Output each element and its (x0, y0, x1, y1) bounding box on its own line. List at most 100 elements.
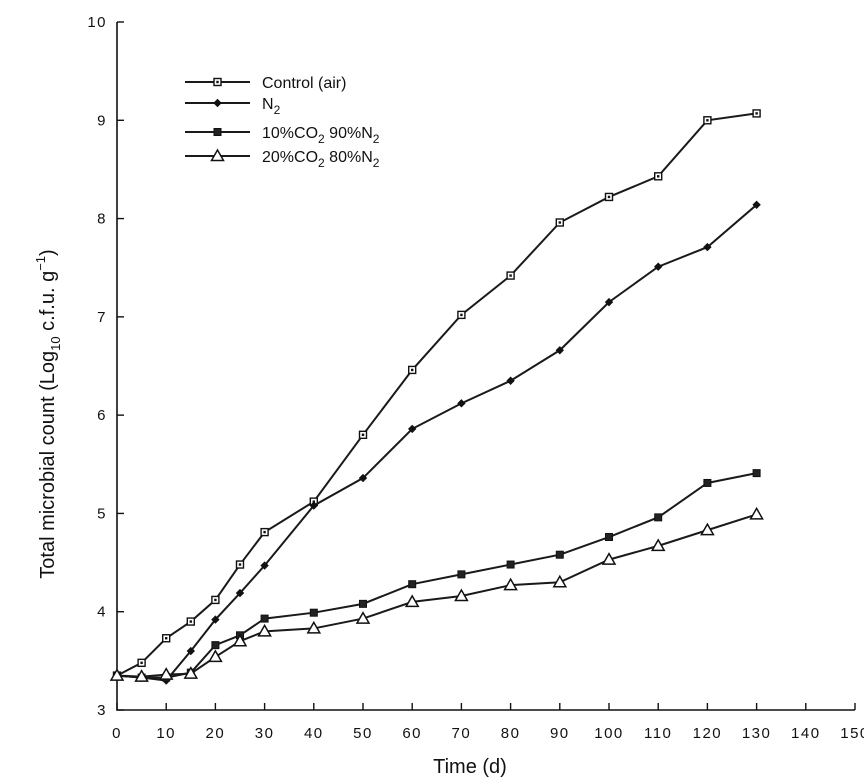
y-axis-title-end: ) (37, 249, 59, 256)
legend-item: N2 (185, 96, 281, 117)
legend-label-text: N (262, 96, 274, 113)
data-point (408, 424, 417, 434)
y-tick-label: 4 (97, 604, 107, 621)
data-point (158, 667, 174, 680)
legend-marker-dot (216, 80, 219, 84)
data-point (752, 200, 761, 210)
y-tick-label: 8 (97, 211, 107, 228)
y-tick-label: 3 (97, 702, 107, 719)
x-tick-label: 0 (112, 725, 122, 742)
x-tick-label: 20 (206, 725, 226, 742)
x-tick-label: 150 (840, 725, 864, 742)
data-point (183, 666, 199, 679)
x-tick-label: 140 (791, 725, 821, 742)
x-axis: 0 10 20 30 40 50 60 70 80 90 100 110 120 130 140 150 (112, 703, 864, 742)
data-point-dot (558, 221, 561, 224)
data-point-dot (509, 274, 512, 277)
legend-label-text: 20%CO (262, 149, 318, 166)
data-point (654, 262, 663, 271)
series-3 (113, 469, 761, 682)
data-point (703, 478, 712, 487)
data-point (358, 473, 368, 483)
legend-label: 20%CO2 80%N2 (262, 149, 380, 170)
legend-label-sub: 2 (318, 132, 325, 146)
data-point (260, 614, 269, 623)
legend-label-sub2: 2 (373, 156, 380, 170)
data-point (359, 599, 367, 608)
data-point (211, 641, 220, 650)
legend-label-mid: 80%N (325, 149, 373, 166)
series-line (116, 204, 758, 682)
y-axis: 3 4 5 6 7 8 9 10 (87, 14, 124, 719)
legend-marker (213, 128, 222, 136)
data-point (650, 538, 666, 552)
data-point-dot (238, 563, 242, 566)
y-tick-label: 10 (87, 14, 107, 31)
data-point (309, 608, 318, 617)
data-point (454, 588, 469, 602)
y-axis-title: Total microbial count (Log10 c.f.u. g−1) (33, 249, 63, 578)
data-point (355, 611, 371, 624)
series-group (109, 109, 764, 685)
legend-label-text: Control (air) (262, 75, 346, 92)
x-tick-label: 40 (304, 725, 324, 742)
x-tick-label: 10 (156, 725, 176, 742)
data-point-dot (460, 313, 463, 317)
legend-label-text: 10%CO (262, 125, 318, 142)
data-point (232, 633, 248, 647)
data-point (306, 620, 322, 634)
series-line (116, 112, 757, 677)
data-point (309, 501, 318, 510)
x-tick-label: 90 (550, 725, 570, 742)
data-point (408, 580, 417, 589)
data-point (186, 646, 195, 656)
data-point-dot (411, 368, 414, 372)
data-point (654, 513, 663, 522)
x-tick-label: 70 (452, 725, 472, 742)
series-line (116, 513, 757, 678)
legend-item: 20%CO2 80%N2 (185, 148, 380, 170)
legend-label-mid: 90%N (325, 125, 373, 142)
data-point-dot (361, 433, 365, 436)
y-tick-label: 7 (97, 309, 107, 326)
x-tick-label: 30 (255, 725, 275, 742)
data-point (555, 550, 564, 559)
data-point-dot (657, 175, 660, 178)
legend-label-sub: 2 (274, 103, 281, 117)
x-tick-label: 130 (742, 725, 772, 742)
data-point (703, 242, 712, 252)
data-point (404, 594, 420, 608)
data-point (749, 506, 764, 520)
data-point (109, 668, 125, 681)
data-point (555, 346, 564, 355)
legend-label: 10%CO2 90%N2 (262, 125, 380, 146)
data-point (257, 623, 272, 637)
series-4 (109, 506, 764, 682)
x-tick-label: 60 (402, 725, 422, 742)
y-axis-title-mid: c.f.u. g (37, 271, 59, 337)
data-point-dot (189, 620, 192, 623)
series-2 (112, 200, 761, 685)
data-point (506, 560, 515, 569)
legend-label: N2 (262, 96, 281, 117)
data-point (208, 649, 223, 663)
data-point (604, 297, 614, 307)
legend-marker (213, 98, 222, 108)
x-tick-label: 120 (693, 725, 723, 742)
data-point (457, 570, 466, 579)
legend-item: Control (air) (185, 75, 346, 92)
data-point (752, 469, 761, 478)
data-point (506, 376, 515, 385)
y-axis-title-sub: 10 (48, 336, 63, 350)
y-tick-label: 9 (97, 112, 107, 129)
data-point (235, 588, 245, 598)
data-point-dot (607, 195, 611, 199)
data-point-dot (165, 637, 168, 640)
data-point (503, 577, 518, 591)
y-axis-title-sup: −1 (33, 256, 48, 271)
data-point (605, 533, 613, 542)
data-point (700, 522, 715, 536)
data-point-dot (214, 598, 217, 602)
